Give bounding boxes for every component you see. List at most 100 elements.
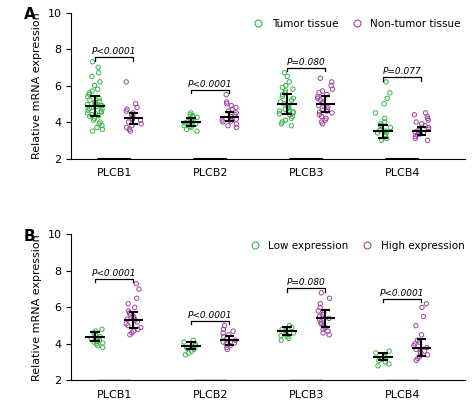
Point bbox=[279, 119, 286, 125]
Point bbox=[387, 124, 394, 131]
Point bbox=[95, 95, 103, 102]
Point bbox=[283, 73, 291, 80]
Point bbox=[376, 127, 383, 134]
Point bbox=[93, 124, 101, 131]
Point bbox=[324, 106, 331, 112]
Point bbox=[288, 97, 295, 104]
Point bbox=[423, 301, 430, 307]
Y-axis label: Relative mRNA expression: Relative mRNA expression bbox=[32, 234, 42, 381]
Point bbox=[285, 79, 293, 85]
Point bbox=[318, 119, 325, 125]
Point bbox=[325, 315, 333, 322]
Point bbox=[278, 326, 286, 333]
Point bbox=[315, 89, 323, 96]
Point bbox=[123, 106, 131, 112]
Point bbox=[223, 99, 230, 105]
Point bbox=[126, 126, 133, 133]
Point bbox=[97, 102, 104, 109]
Point bbox=[283, 331, 291, 338]
Point bbox=[83, 101, 91, 108]
Point bbox=[316, 111, 323, 118]
Text: A: A bbox=[24, 7, 36, 22]
Point bbox=[378, 137, 385, 144]
Point bbox=[417, 349, 424, 355]
Point bbox=[383, 129, 391, 135]
Point bbox=[315, 102, 322, 109]
Point bbox=[285, 102, 292, 109]
Point bbox=[386, 89, 393, 96]
Point bbox=[95, 98, 103, 104]
Point bbox=[316, 317, 324, 324]
Point bbox=[183, 126, 191, 133]
Point bbox=[92, 341, 100, 347]
Text: P<0.0001: P<0.0001 bbox=[92, 47, 137, 56]
Point bbox=[188, 121, 196, 128]
Point bbox=[410, 111, 418, 118]
Point bbox=[285, 335, 292, 342]
Point bbox=[132, 100, 139, 107]
Point bbox=[95, 112, 102, 119]
Point bbox=[130, 315, 137, 322]
Point bbox=[96, 79, 104, 85]
Point bbox=[92, 328, 100, 334]
Point bbox=[328, 82, 335, 89]
Point bbox=[424, 352, 431, 358]
Point bbox=[414, 355, 421, 362]
Point bbox=[314, 95, 322, 102]
Point bbox=[184, 345, 192, 352]
Point bbox=[219, 119, 227, 125]
Point bbox=[129, 113, 137, 120]
Point bbox=[319, 120, 327, 127]
Point bbox=[224, 122, 232, 129]
Y-axis label: Relative mRNA expression: Relative mRNA expression bbox=[32, 12, 42, 159]
Point bbox=[289, 113, 296, 120]
Point bbox=[227, 118, 235, 125]
Point bbox=[385, 361, 393, 367]
Point bbox=[223, 335, 231, 342]
Point bbox=[122, 79, 130, 85]
Point bbox=[282, 89, 289, 96]
Point bbox=[288, 122, 295, 129]
Point bbox=[282, 106, 289, 112]
Point bbox=[320, 309, 328, 316]
Point bbox=[88, 73, 96, 80]
Point bbox=[411, 341, 419, 347]
Point bbox=[319, 88, 326, 94]
Point bbox=[317, 301, 324, 307]
Point bbox=[316, 313, 323, 320]
Point bbox=[286, 322, 293, 329]
Point bbox=[84, 93, 91, 100]
Point bbox=[317, 97, 324, 104]
Point bbox=[222, 341, 230, 347]
Point bbox=[187, 115, 194, 122]
Point bbox=[282, 88, 289, 94]
Point bbox=[189, 112, 196, 119]
Point bbox=[372, 110, 379, 116]
Point bbox=[227, 342, 234, 349]
Point bbox=[381, 119, 389, 125]
Text: P<0.0001: P<0.0001 bbox=[188, 80, 232, 89]
Point bbox=[131, 304, 138, 311]
Point bbox=[122, 321, 130, 327]
Point bbox=[232, 110, 240, 116]
Point bbox=[415, 127, 422, 134]
Point bbox=[224, 346, 231, 353]
Point bbox=[99, 126, 106, 133]
Point bbox=[187, 117, 195, 124]
Point bbox=[90, 117, 98, 124]
Point bbox=[225, 108, 232, 115]
Point bbox=[425, 124, 432, 131]
Point bbox=[325, 331, 333, 338]
Point bbox=[88, 88, 96, 94]
Point bbox=[381, 353, 388, 360]
Point bbox=[418, 120, 425, 127]
Point bbox=[128, 111, 135, 118]
Point bbox=[126, 309, 133, 316]
Point bbox=[283, 333, 291, 340]
Point bbox=[98, 326, 106, 333]
Point bbox=[285, 104, 292, 111]
Point bbox=[424, 117, 432, 124]
Point bbox=[219, 339, 227, 345]
Point bbox=[193, 114, 201, 121]
Point bbox=[96, 337, 103, 344]
